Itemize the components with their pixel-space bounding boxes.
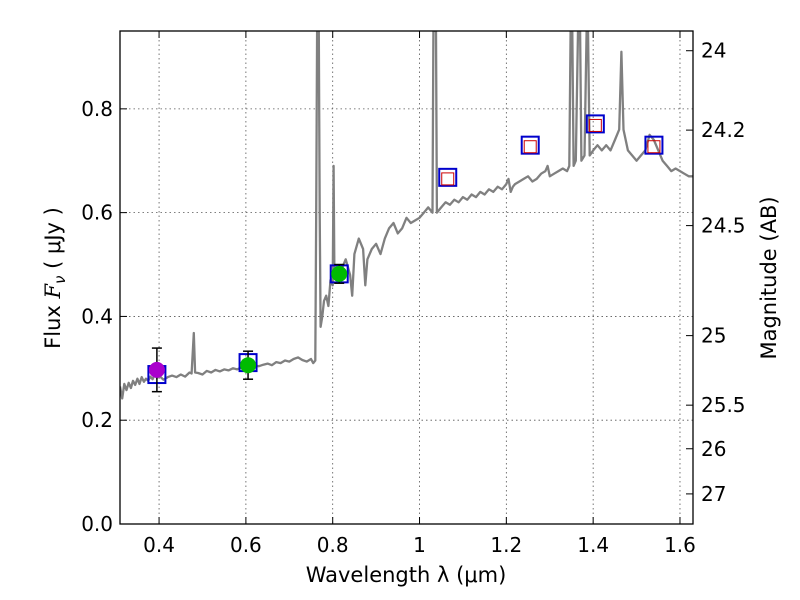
- y-tick-label: 0.8: [81, 97, 113, 121]
- y-tick-label: 0.4: [81, 304, 113, 328]
- axis-ticks: 0.4 0.6 0.8 1 1.2 1.4 1.6 0.0 0.2 0.4 0.6 0.8 24 24.2…: [81, 31, 746, 557]
- y2-axis-title: Magnitude (AB): [757, 196, 781, 359]
- observed-photometry-point: [331, 265, 348, 282]
- plot-area: [120, 31, 693, 400]
- y-tick-label: 0.0: [81, 512, 113, 536]
- y2-tick-label: 24.5: [701, 214, 746, 238]
- y2-tick-label: 26: [701, 437, 726, 461]
- model-photometry-point: [585, 114, 605, 134]
- x-tick-label: 1.6: [664, 533, 696, 557]
- model-photometry-point: [438, 167, 458, 187]
- grid-lines: [120, 31, 693, 524]
- plot-series: [120, 31, 693, 400]
- y-axis-title-subscript: ν: [51, 276, 69, 284]
- y-tick-label: 0.2: [81, 408, 113, 432]
- observed-photometry-point: [240, 357, 257, 374]
- y2-tick-label: 25.5: [701, 393, 746, 417]
- x-tick-label: 1.2: [490, 533, 522, 557]
- y2-tick-label: 24.2: [701, 118, 746, 142]
- upper-limit-point: [441, 172, 455, 186]
- spectrum-line: [120, 31, 693, 400]
- x-tick-label: 0.4: [143, 533, 175, 557]
- model-photometry-point: [644, 135, 664, 155]
- upper-limit-point: [588, 118, 602, 132]
- y-axis-title-suffix: ( μJy ): [41, 207, 65, 275]
- x-tick-label: 1: [413, 533, 426, 557]
- y-axis-title: Flux Fν ( μJy ): [41, 207, 69, 349]
- x-tick-label: 0.8: [317, 533, 349, 557]
- upper-limit-point: [523, 140, 537, 154]
- x-tick-label: 1.4: [577, 533, 609, 557]
- model-photometry-point: [520, 135, 540, 155]
- y2-tick-label: 24: [701, 39, 726, 63]
- x-axis-title: Wavelength λ (μm): [306, 563, 507, 587]
- plot-frame: [119, 30, 694, 525]
- y2-tick-label: 25: [701, 324, 726, 348]
- y-axis-title-symbol: F: [41, 283, 65, 300]
- upper-limit-point: [647, 140, 661, 154]
- y-axis-title-prefix: Flux: [41, 299, 65, 349]
- y-tick-label: 0.6: [81, 201, 113, 225]
- y2-tick-label: 27: [701, 482, 726, 506]
- observed-photometry-point: [148, 361, 165, 378]
- x-tick-label: 0.6: [230, 533, 262, 557]
